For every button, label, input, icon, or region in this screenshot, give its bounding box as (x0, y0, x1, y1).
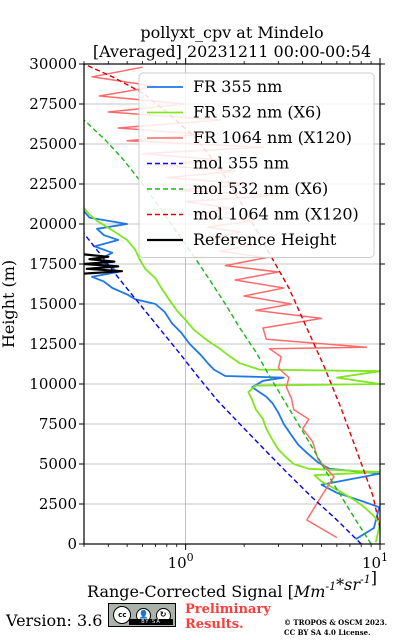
y-tick-label: 20000 (29, 215, 77, 233)
x-axis-label: Range-Corrected Signal [Mm-1*sr-1] (87, 568, 377, 601)
y-tick-label: 22500 (29, 175, 77, 193)
license-strip: BY SA (129, 619, 173, 625)
preliminary-results: Preliminary Results. (185, 602, 271, 632)
y-tick-label: 25000 (29, 135, 77, 153)
plot-frame (83, 63, 381, 545)
chart-title-line2: [Averaged] 20231211 00:00-00:54 (93, 42, 371, 61)
axis-ticks: 0 2500 5000 7500 10000 12500 15000 17500 20000 22… (29, 55, 388, 572)
legend-label-reference-height: Reference Height (193, 230, 337, 249)
y-tick-label: 5000 (39, 455, 77, 473)
y-tick-label: 27500 (29, 95, 77, 113)
series-line-mol-1064-nm-x120 (84, 64, 380, 529)
legend-label-fr-1064-nm-x120: FR 1064 nm (X120) (193, 128, 352, 147)
legend-label-fr-355-nm: FR 355 nm (193, 77, 282, 96)
x-tick-label: 100 (168, 551, 194, 572)
preliminary-line1: Preliminary (185, 602, 271, 617)
series-group (84, 64, 380, 544)
series-line-fr-532-nm-x6 (84, 207, 380, 543)
y-tick-label: 10000 (29, 375, 77, 393)
y-axis-label: Height (m) (0, 260, 18, 348)
chart-title-line1: pollyxt_cpv at Mindelo (140, 23, 323, 42)
copyright-notice: © TROPOS & OSCM 2023. CC BY SA 4.0 Licen… (284, 618, 387, 638)
legend-frame (138, 72, 375, 258)
legend-label-mol-532-nm-x6: mol 532 nm (X6) (193, 179, 328, 198)
y-tick-label: 15000 (29, 295, 77, 313)
copyright-line2: CC BY SA 4.0 License. (284, 628, 371, 637)
y-tick-label: 0 (67, 535, 77, 553)
license-badge: cc 👤 ↻ BY SA (108, 603, 176, 627)
preliminary-line2: Results. (185, 617, 244, 632)
copyright-line1: © TROPOS & OSCM 2023. (284, 618, 388, 627)
y-tick-label: 2500 (39, 495, 77, 513)
y-tick-label: 7500 (39, 415, 77, 433)
legend-label-fr-532-nm-x6: FR 532 nm (X6) (193, 103, 321, 122)
x-tick-label: 101 (362, 551, 388, 572)
legend-label-mol-1064-nm-x120: mol 1064 nm (X120) (193, 205, 359, 224)
series-line-mol-355-nm (84, 233, 362, 544)
y-tick-label: 30000 (29, 55, 77, 73)
cc-icon: cc (113, 606, 132, 624)
legend: FR 355 nm FR 532 nm (X6) FR 1064 nm (X120)… (138, 72, 375, 258)
series-line-fr-355-nm (84, 210, 380, 540)
y-tick-label: 17500 (29, 255, 77, 273)
legend-label-mol-355-nm: mol 355 nm (193, 154, 289, 173)
version-label: Version: 3.6 (6, 611, 103, 630)
y-tick-label: 12500 (29, 335, 77, 353)
series-line-reference-height (84, 253, 123, 275)
